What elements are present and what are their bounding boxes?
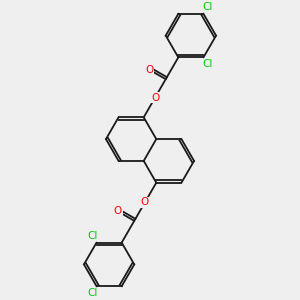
Text: Cl: Cl (87, 288, 98, 298)
Text: O: O (114, 206, 122, 216)
Text: Cl: Cl (202, 59, 213, 69)
Text: Cl: Cl (202, 2, 213, 12)
Text: O: O (151, 93, 159, 103)
Text: Cl: Cl (87, 231, 98, 241)
Text: O: O (145, 65, 154, 75)
Text: O: O (141, 197, 149, 207)
